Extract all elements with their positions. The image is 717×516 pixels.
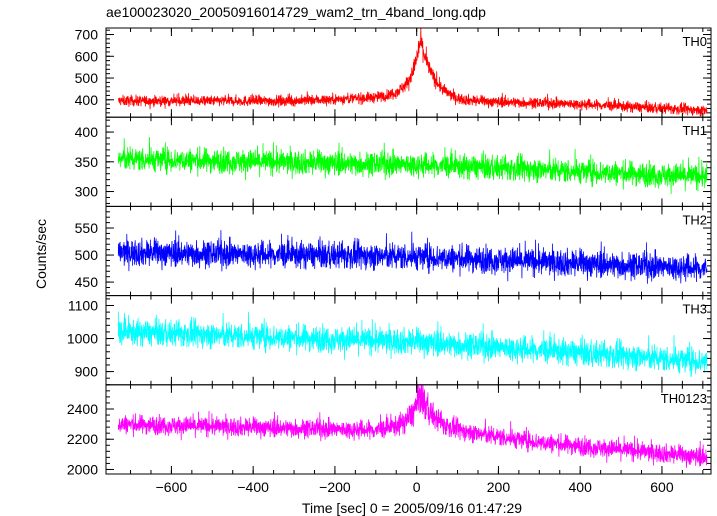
y-tick-label-th0123: 2000	[67, 461, 98, 477]
series-th3	[117, 311, 708, 378]
chart-title: ae100023020_20050916014729_wam2_trn_4ban…	[106, 4, 486, 20]
series-th1	[117, 137, 708, 195]
x-tick-label: −400	[237, 479, 269, 495]
x-tick-label: 400	[569, 479, 593, 495]
x-axis-title: Time [sec] 0 = 2005/09/16 01:47:29	[302, 500, 522, 516]
band-label-th2: TH2	[682, 212, 707, 227]
y-tick-label-th2: 500	[75, 247, 99, 263]
y-tick-label-th0: 400	[75, 92, 99, 108]
y-tick-label-th0: 700	[75, 27, 99, 43]
panel-frame-th0123	[105, 384, 712, 475]
band-label-th3: TH3	[682, 302, 707, 317]
chart-panels: 400 500 600 700 TH0 300 350 400 TH1 450 500 550 TH2 9…	[67, 27, 712, 495]
x-tick-label: 600	[650, 479, 674, 495]
series-th0123	[117, 384, 708, 468]
series-th0	[117, 28, 708, 117]
y-tick-label-th2: 450	[75, 274, 99, 290]
y-tick-label-th0: 600	[75, 48, 99, 64]
band-label-th0: TH0	[682, 34, 707, 49]
band-label-th0123: TH0123	[661, 391, 707, 406]
x-tick-label: 200	[487, 479, 511, 495]
y-tick-label-th0123: 2200	[67, 431, 98, 447]
series-th2	[117, 230, 708, 284]
y-tick-label-th1: 350	[75, 154, 99, 170]
y-tick-label-th2: 550	[75, 220, 99, 236]
panel-th1: 300 350 400 TH1	[75, 116, 712, 207]
band-label-th1: TH1	[682, 123, 707, 138]
x-tick-label: −200	[319, 479, 351, 495]
panel-th0123: 2000 2200 2400 TH0123	[67, 384, 712, 477]
y-tick-label-th1: 400	[75, 124, 99, 140]
panel-th0: 400 500 600 700 TH0	[75, 27, 712, 118]
x-tick-label: −600	[156, 479, 188, 495]
y-tick-label-th3: 900	[75, 364, 99, 380]
y-tick-label-th3: 1100	[68, 298, 98, 314]
y-axis-title: Counts/sec	[33, 219, 49, 289]
y-tick-label-th1: 300	[75, 184, 99, 200]
panel-th3: 900 1000 1100 TH3	[67, 295, 712, 386]
y-tick-label-th0: 500	[75, 70, 99, 86]
x-tick-label: 0	[413, 479, 421, 495]
y-tick-label-th0123: 2400	[67, 401, 98, 417]
y-tick-label-th3: 1000	[67, 331, 98, 347]
panel-th2: 450 500 550 TH2	[75, 205, 712, 297]
